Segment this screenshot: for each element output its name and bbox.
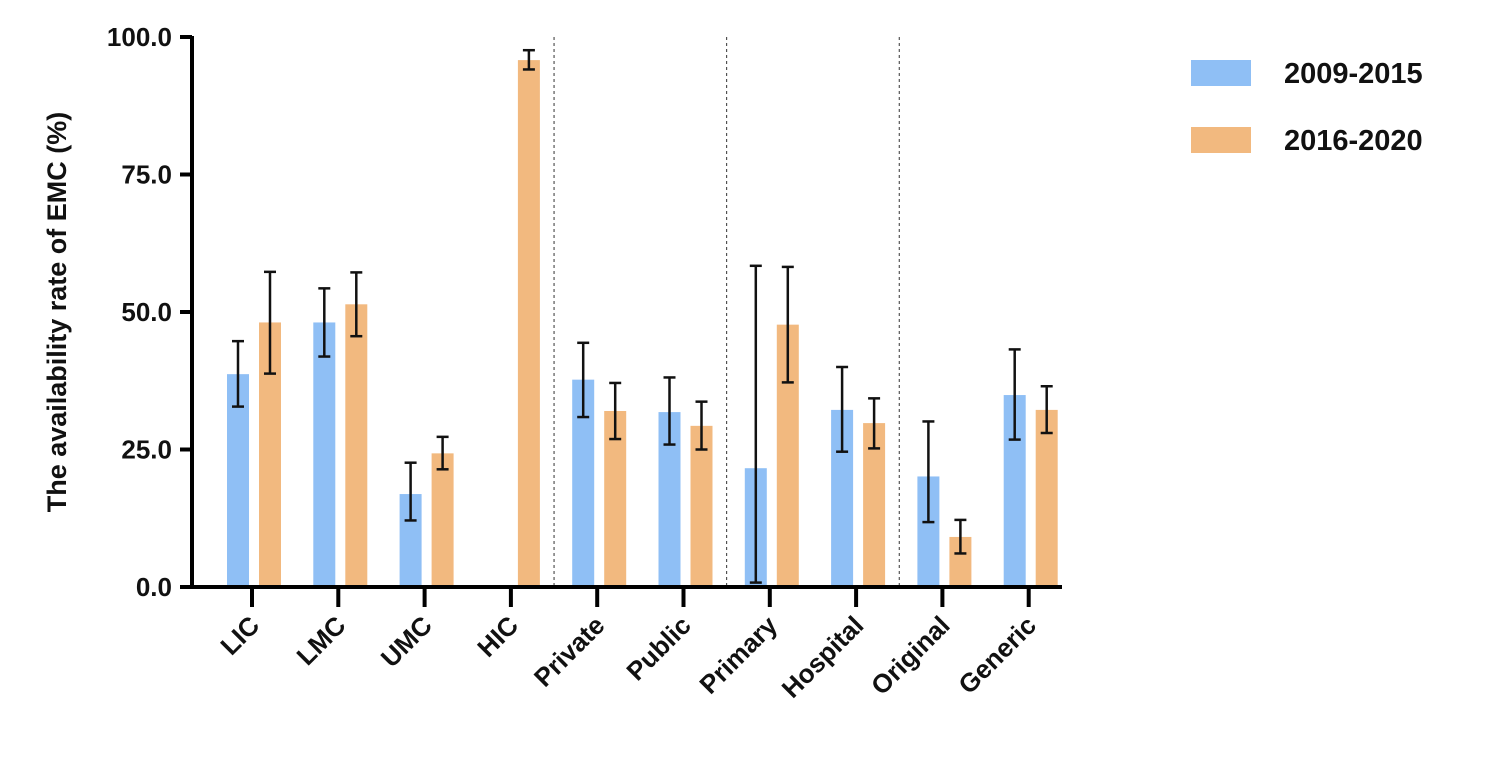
category-label-hic: HIC [471, 610, 524, 663]
error-bar-2016-2020-Hospital [868, 397, 881, 450]
error-bar-2016-2020-Generic [1040, 385, 1053, 435]
error-bar-2009-2015-Private [577, 341, 590, 419]
bar-2009-2015-Private [572, 379, 595, 587]
bar-2009-2015-Generic [1003, 395, 1026, 587]
bar-2016-2020-Original [949, 536, 972, 587]
error-bar-2016-2020-Primary [781, 265, 794, 384]
y-tick-label: 0.0 [136, 572, 172, 602]
error-bar-2016-2020-Public [695, 400, 708, 451]
bar-2016-2020-Private [604, 411, 627, 587]
category-label-original: Original [865, 610, 956, 701]
category-label-public: Public [620, 610, 696, 686]
error-bar-2009-2015-Generic [1008, 348, 1021, 441]
y-tick-label: 50.0 [121, 297, 172, 327]
bar-2016-2020-Hospital [863, 423, 886, 587]
bar-2016-2020-LMC [345, 304, 368, 587]
category-label-primary: Primary [693, 610, 783, 700]
category-label-private: Private [528, 610, 611, 693]
category-label-lic: LIC [214, 610, 265, 661]
error-bar-2009-2015-Hospital [836, 365, 849, 453]
bar-2009-2015-LMC [313, 322, 336, 587]
bar-2009-2015-Original [917, 476, 940, 587]
y-tick-label: 75.0 [121, 160, 172, 190]
legend: 2009-2015 2016-2020 [1191, 58, 1423, 157]
error-bar-2016-2020-Private [609, 381, 622, 441]
error-bar-2016-2020-HIC [522, 48, 535, 71]
error-bar-2009-2015-Original [922, 420, 935, 524]
legend-swatch [1191, 127, 1251, 153]
bar-2009-2015-LIC [227, 374, 249, 587]
error-bar-2009-2015-UMC [404, 461, 417, 522]
y-tick-label: 25.0 [121, 435, 172, 465]
y-tick-label: 100.0 [107, 22, 172, 52]
bars [227, 60, 1058, 588]
error-bar-2009-2015-Public [663, 376, 676, 446]
error-bar-2016-2020-LMC [350, 271, 363, 338]
bar-2009-2015-UMC [399, 494, 422, 587]
error-bars [232, 48, 1053, 584]
legend-label: 2016-2020 [1284, 125, 1423, 157]
error-bar-2009-2015-LMC [318, 287, 331, 358]
error-bar-2009-2015-LIC [232, 339, 244, 408]
legend-item-2009-2015: 2009-2015 [1191, 58, 1423, 90]
bar-2009-2015-Public [658, 412, 681, 587]
error-bar-2016-2020-Original [954, 518, 967, 555]
bar-2016-2020-HIC [517, 60, 540, 588]
legend-label: 2009-2015 [1284, 58, 1423, 90]
legend-item-2016-2020: 2016-2020 [1191, 125, 1423, 157]
error-bar-2016-2020-LIC [264, 270, 276, 375]
bar-2016-2020-Public [690, 425, 713, 587]
bar-2016-2020-UMC [431, 453, 454, 587]
category-label-generic: Generic [952, 610, 1042, 700]
bar-2016-2020-LIC [259, 322, 281, 587]
separators [553, 37, 900, 587]
category-label-umc: UMC [375, 610, 438, 673]
bar-2016-2020-Primary [776, 324, 799, 587]
category-label-hospital: Hospital [776, 610, 870, 704]
bar-2016-2020-Generic [1035, 409, 1058, 587]
error-bar-2009-2015-Primary [749, 264, 762, 584]
bar-2009-2015-Hospital [831, 409, 854, 587]
legend-swatch [1191, 60, 1251, 86]
category-label-lmc: LMC [290, 610, 351, 671]
y-axis-label: The availability rate of EMC (%) [42, 112, 72, 513]
error-bar-2016-2020-UMC [436, 435, 449, 471]
